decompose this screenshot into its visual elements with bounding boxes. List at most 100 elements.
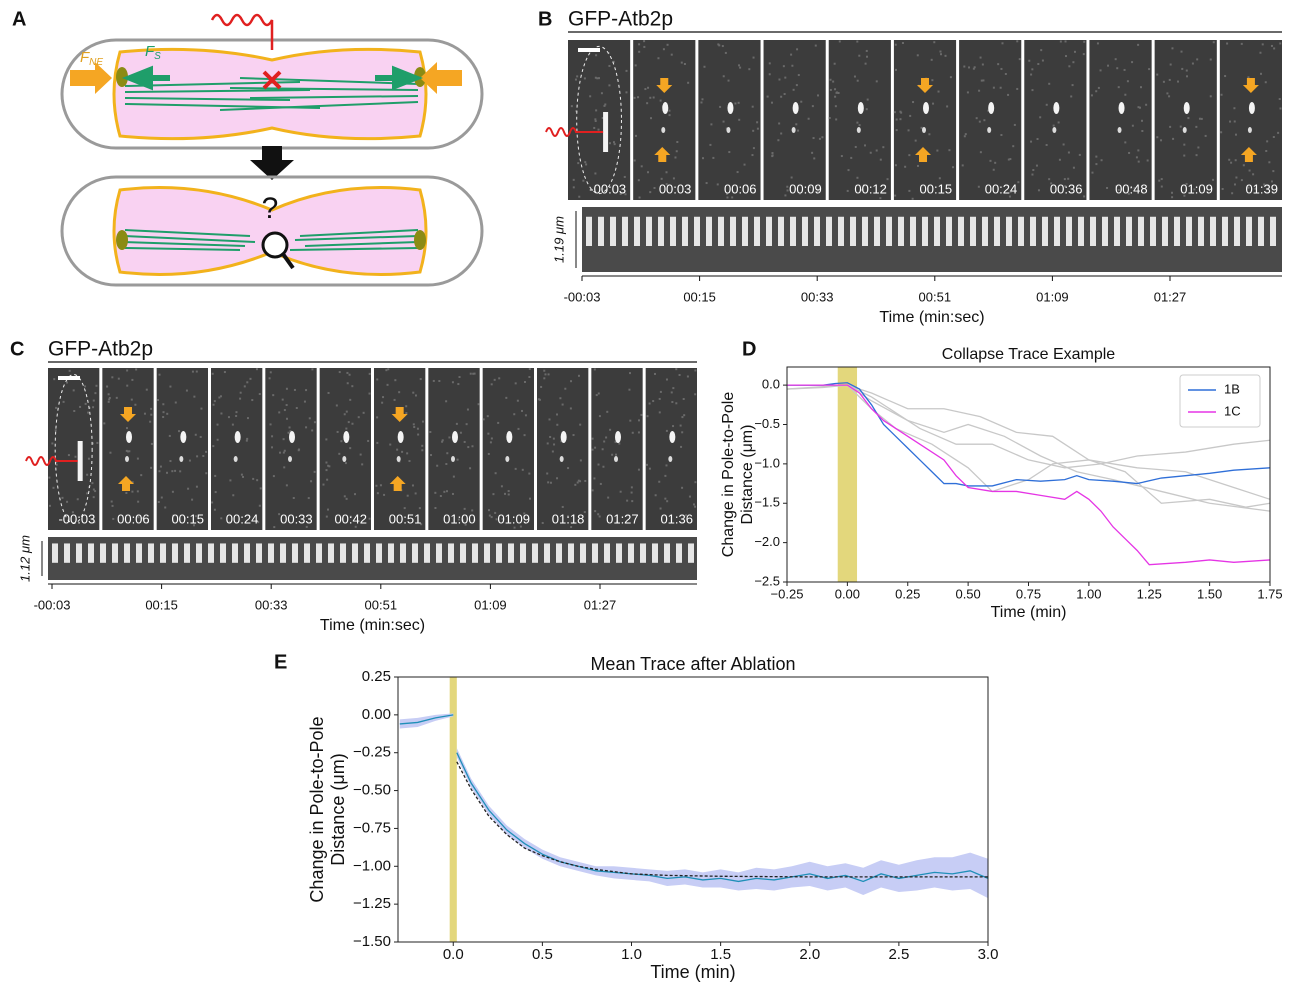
noise	[546, 472, 549, 475]
noise	[572, 434, 575, 437]
noise	[158, 373, 161, 376]
noise	[640, 413, 643, 416]
kymo-streak	[1234, 216, 1240, 246]
noise	[1195, 154, 1198, 157]
spindle-fragment	[1183, 102, 1190, 114]
kymo-streak	[604, 543, 610, 563]
kymo-streak	[958, 216, 964, 246]
noise	[1277, 131, 1280, 134]
noise	[860, 189, 863, 192]
panel-label: E	[274, 651, 287, 673]
noise	[303, 400, 306, 403]
noise	[1012, 145, 1015, 148]
noise	[751, 154, 754, 157]
kymo-streak	[766, 216, 772, 246]
arrow	[375, 65, 424, 91]
x-tick-label: 0.0	[443, 946, 464, 963]
noise	[1030, 73, 1033, 76]
noise	[268, 377, 271, 380]
noise	[1221, 187, 1224, 190]
kymo-streak	[532, 543, 538, 563]
noise	[417, 433, 420, 436]
kymo-streak	[634, 216, 640, 246]
spindle-fragment	[923, 102, 929, 114]
kymo-streak	[826, 216, 832, 246]
noise	[961, 164, 964, 167]
noise	[91, 482, 94, 485]
noise	[594, 172, 597, 175]
noise	[983, 119, 986, 122]
noise	[1127, 192, 1130, 195]
noise	[452, 475, 455, 478]
arrow	[654, 147, 671, 162]
noise	[86, 492, 89, 495]
noise	[500, 485, 503, 488]
noise	[1009, 190, 1012, 193]
noise	[1264, 81, 1267, 84]
noise	[694, 481, 697, 484]
y-tick-label: −1.50	[353, 933, 391, 950]
noise	[1007, 93, 1010, 96]
noise	[162, 411, 165, 414]
kymo-streak	[304, 543, 310, 563]
noise	[94, 490, 97, 493]
noise	[1039, 116, 1042, 119]
noise	[1259, 72, 1262, 75]
kymo-tick-label: -00:03	[564, 289, 601, 304]
noise	[486, 415, 489, 418]
frame-time: 00:06	[724, 181, 757, 196]
kymo-tick-label: -00:03	[34, 597, 71, 612]
noise	[646, 415, 649, 418]
noise	[914, 139, 917, 142]
kymo-streak	[1186, 216, 1192, 246]
spindle-pole	[414, 230, 426, 250]
noise	[619, 490, 622, 493]
noise	[171, 490, 174, 493]
noise	[575, 110, 578, 113]
noise	[653, 186, 656, 189]
x-axis-label: Time (min:sec)	[879, 309, 984, 326]
x-tick-label: 0.50	[955, 586, 980, 601]
noise	[281, 398, 284, 401]
noise	[593, 126, 596, 129]
spindle-fragment	[727, 102, 734, 114]
noise	[1248, 169, 1251, 172]
noise	[103, 422, 106, 425]
kymo-streak	[874, 216, 880, 246]
spindle-fragment	[615, 431, 621, 443]
noise	[271, 446, 274, 449]
noise	[1071, 84, 1074, 87]
frame	[265, 368, 317, 530]
noise	[469, 372, 472, 375]
noise	[963, 135, 966, 138]
noise	[664, 474, 667, 477]
noise	[338, 452, 341, 455]
kymo-streak	[1054, 216, 1060, 246]
noise	[354, 525, 357, 528]
noise	[790, 53, 793, 56]
noise	[675, 368, 678, 371]
noise	[169, 385, 172, 388]
frame-time: 01:27	[606, 511, 639, 526]
noise	[340, 440, 343, 443]
spindle-fragment	[662, 102, 669, 114]
noise	[92, 496, 95, 499]
noise	[687, 81, 690, 84]
noise	[594, 446, 597, 449]
noise	[616, 521, 619, 524]
noise	[143, 412, 146, 415]
noise	[593, 368, 596, 371]
arrow	[1242, 78, 1259, 93]
noise	[944, 54, 947, 57]
kymo-streak	[268, 543, 274, 563]
noise	[385, 369, 388, 372]
noise	[1224, 75, 1227, 78]
noise	[561, 505, 564, 508]
noise	[591, 489, 594, 492]
noise	[406, 452, 409, 455]
noise	[521, 468, 524, 471]
noise	[594, 118, 597, 121]
noise	[591, 448, 594, 451]
frame-time: 00:24	[985, 181, 1018, 196]
kymo-streak	[292, 543, 298, 563]
